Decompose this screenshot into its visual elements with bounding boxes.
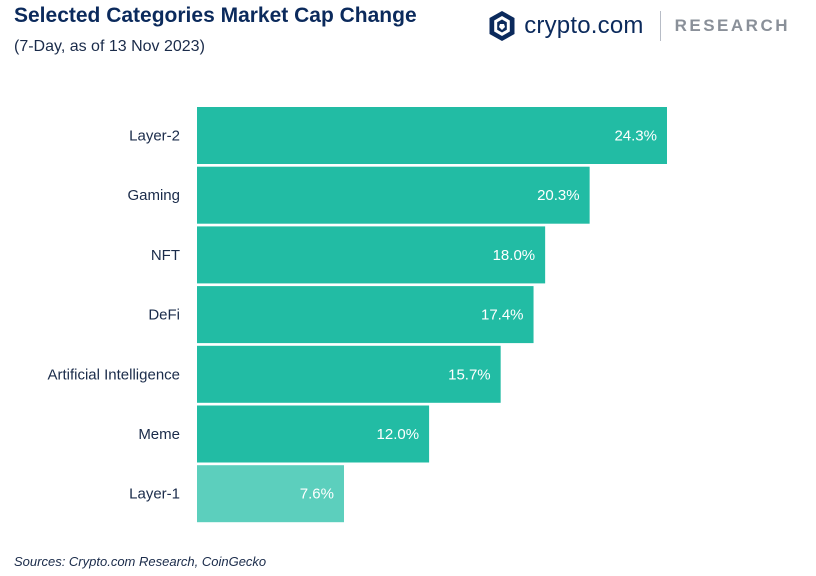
category-label-layer-2: Layer-2 [129, 128, 180, 145]
bar-layer-2 [197, 107, 667, 164]
category-label-layer-1: Layer-1 [129, 486, 180, 503]
brand-header: crypto.com RESEARCH [488, 10, 790, 42]
crypto-com-shield-icon [489, 11, 515, 41]
value-label-gaming: 20.3% [537, 187, 580, 204]
brand-divider [659, 11, 661, 41]
bar-meme [197, 405, 430, 463]
category-label-gaming: Gaming [127, 187, 180, 204]
bar-chart: Layer-2 24.3% Gaming 20.3% NFT 18.0% DeFi 17.4%… [47, 107, 667, 523]
value-label-layer-2: 24.3% [614, 128, 657, 145]
category-label-meme: Meme [138, 426, 180, 443]
value-label-layer-1: 7.6% [300, 486, 334, 503]
brand-research-label: RESEARCH [674, 16, 790, 35]
value-label-defi: 17.4% [481, 307, 524, 324]
source-note: Sources: Crypto.com Research, CoinGecko [14, 554, 267, 569]
value-label-meme: 12.0% [377, 426, 420, 443]
chart-subtitle: (7-Day, as of 13 Nov 2023) [14, 38, 205, 55]
bar-nft [197, 226, 546, 284]
category-label-artificial-intelligence: Artificial Intelligence [47, 366, 180, 383]
bar-defi [197, 286, 534, 344]
bar-artificial-intelligence [197, 345, 501, 403]
brand-name: crypto.com [524, 12, 644, 39]
category-label-defi: DeFi [148, 307, 180, 324]
chart-title: Selected Categories Market Cap Change [14, 4, 417, 27]
value-label-artificial-intelligence: 15.7% [448, 366, 491, 383]
category-label-nft: NFT [151, 247, 180, 264]
bar-gaming [197, 166, 590, 224]
value-label-nft: 18.0% [493, 247, 536, 264]
bar-layer-1 [197, 465, 344, 523]
